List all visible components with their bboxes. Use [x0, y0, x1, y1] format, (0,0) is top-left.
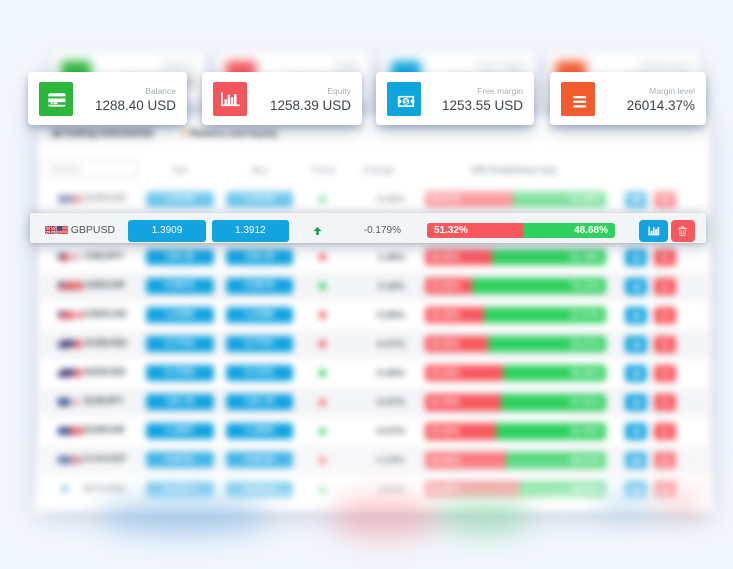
- svg-text:$: $: [404, 99, 408, 106]
